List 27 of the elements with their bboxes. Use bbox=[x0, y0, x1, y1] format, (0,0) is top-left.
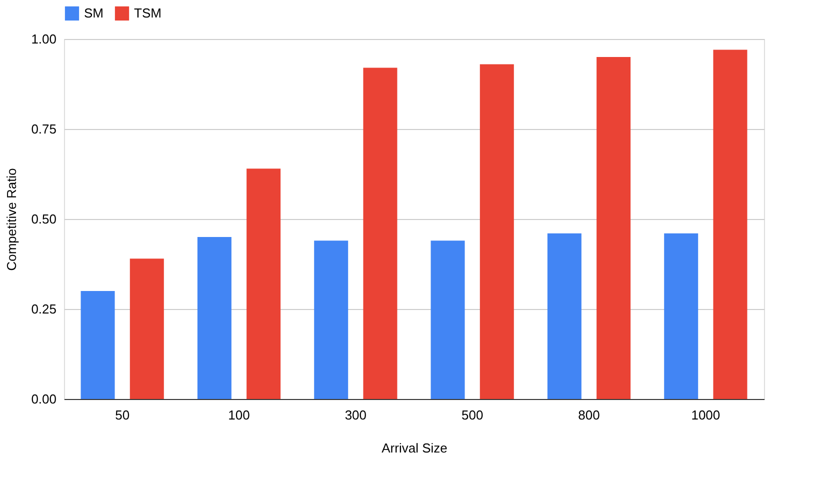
y-tick-label: 0.50 bbox=[31, 212, 56, 226]
y-tick-label: 0.00 bbox=[31, 392, 56, 406]
bar bbox=[80, 291, 115, 399]
bar bbox=[547, 233, 582, 399]
x-tick-label: 500 bbox=[461, 408, 484, 422]
bar bbox=[246, 168, 281, 399]
x-tick-label: 300 bbox=[344, 408, 367, 422]
bar bbox=[363, 68, 398, 399]
legend-label: SM bbox=[84, 5, 104, 20]
legend-label: TSM bbox=[134, 5, 162, 20]
bar bbox=[713, 50, 748, 399]
x-tick-label: 50 bbox=[115, 408, 130, 422]
bar bbox=[430, 240, 465, 399]
y-axis-title: Competitive Ratio bbox=[4, 168, 20, 271]
bar bbox=[197, 237, 232, 399]
y-tick-label: 1.00 bbox=[31, 32, 56, 46]
bar bbox=[314, 240, 348, 399]
y-tick-label: 0.75 bbox=[31, 122, 56, 136]
x-tick-label: 100 bbox=[228, 408, 250, 422]
x-tick-label: 800 bbox=[578, 408, 600, 422]
bar bbox=[596, 57, 631, 399]
x-tick-label: 1000 bbox=[691, 408, 720, 422]
y-tick-label: 0.25 bbox=[31, 302, 56, 316]
bar bbox=[480, 64, 514, 399]
x-axis-title: Arrival Size bbox=[382, 440, 448, 456]
bar bbox=[130, 258, 164, 399]
bar bbox=[664, 233, 698, 399]
